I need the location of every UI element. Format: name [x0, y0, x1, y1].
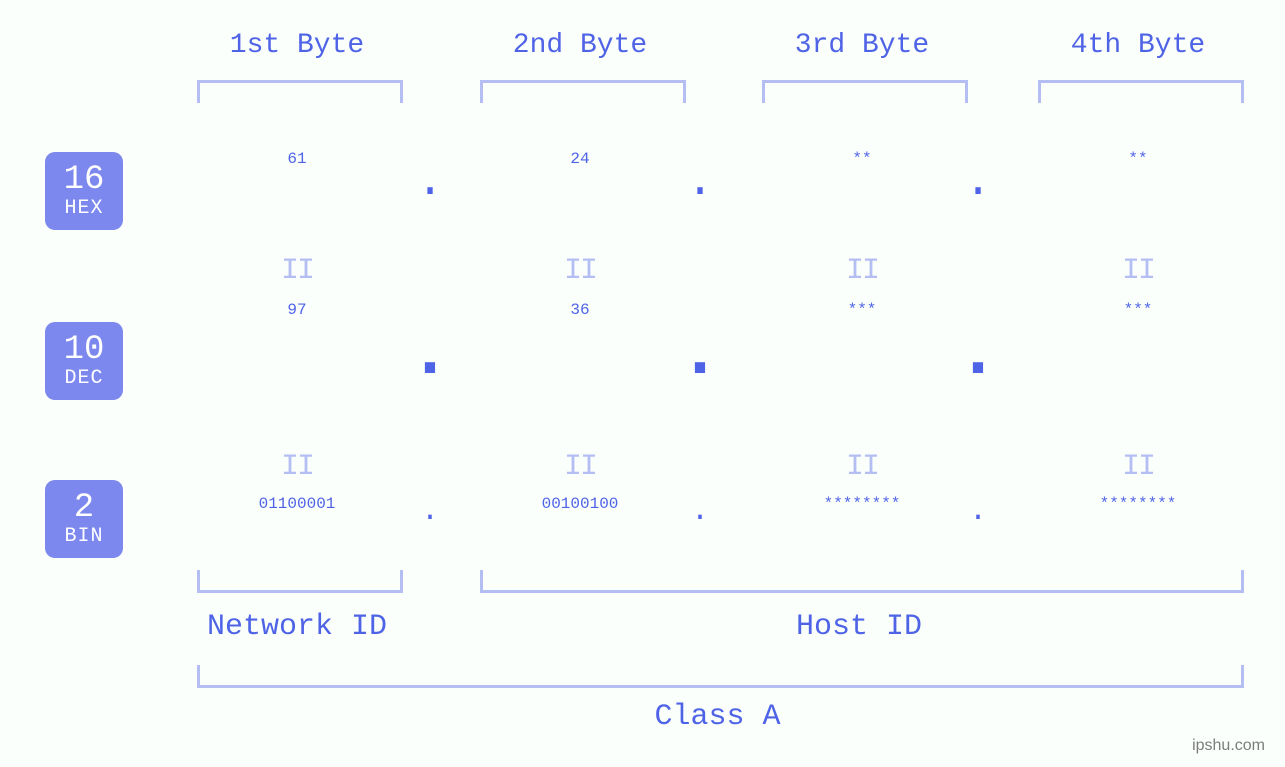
badge-dec-num: 10 — [64, 333, 105, 369]
eq-top-1: II — [281, 254, 313, 288]
hex-byte-1: 61 — [287, 150, 306, 168]
host-id-label: Host ID — [796, 610, 922, 644]
hex-byte-3: ** — [852, 150, 871, 168]
hex-dot-1: . — [416, 156, 444, 208]
badge-dec-txt: DEC — [64, 368, 103, 389]
hex-dot-3: . — [964, 156, 992, 208]
bin-dot-2: . — [691, 495, 709, 529]
class-label: Class A — [654, 700, 780, 734]
bin-byte-3: ******** — [824, 495, 901, 513]
byte-header-1: 1st Byte — [230, 30, 364, 61]
byte-header-3: 3rd Byte — [795, 30, 929, 61]
dec-byte-4: *** — [1124, 301, 1153, 319]
host-bracket — [480, 570, 1244, 593]
dec-byte-2: 36 — [570, 301, 589, 319]
byte-bracket-top-3 — [762, 80, 968, 103]
class-bracket — [197, 665, 1244, 688]
byte-bracket-top-4 — [1038, 80, 1244, 103]
byte-header-4: 4th Byte — [1071, 30, 1205, 61]
bin-dot-3: . — [969, 495, 987, 529]
eq-top-4: II — [1122, 254, 1154, 288]
badge-hex: 16HEX — [45, 152, 123, 230]
badge-hex-txt: HEX — [64, 198, 103, 219]
network-bracket — [197, 570, 403, 593]
dec-dot-3: . — [956, 313, 999, 395]
eq-bot-4: II — [1122, 450, 1154, 484]
eq-bot-1: II — [281, 450, 313, 484]
dec-dot-1: . — [408, 313, 451, 395]
hex-dot-2: . — [686, 156, 714, 208]
eq-top-3: II — [846, 254, 878, 288]
eq-bot-2: II — [564, 450, 596, 484]
bin-byte-1: 01100001 — [259, 495, 336, 513]
byte-bracket-top-1 — [197, 80, 403, 103]
hex-byte-2: 24 — [570, 150, 589, 168]
bin-byte-4: ******** — [1100, 495, 1177, 513]
dec-dot-2: . — [678, 313, 721, 395]
network-id-label: Network ID — [207, 610, 387, 644]
badge-bin-txt: BIN — [64, 526, 103, 547]
watermark: ipshu.com — [1192, 737, 1265, 755]
badge-hex-num: 16 — [64, 163, 105, 199]
bin-dot-1: . — [421, 495, 439, 529]
byte-header-2: 2nd Byte — [513, 30, 647, 61]
byte-bracket-top-2 — [480, 80, 686, 103]
badge-dec: 10DEC — [45, 322, 123, 400]
dec-byte-1: 97 — [287, 301, 306, 319]
dec-byte-3: *** — [848, 301, 877, 319]
hex-byte-4: ** — [1128, 150, 1147, 168]
badge-bin-num: 2 — [74, 491, 94, 527]
eq-top-2: II — [564, 254, 596, 288]
eq-bot-3: II — [846, 450, 878, 484]
bin-byte-2: 00100100 — [542, 495, 619, 513]
badge-bin: 2BIN — [45, 480, 123, 558]
